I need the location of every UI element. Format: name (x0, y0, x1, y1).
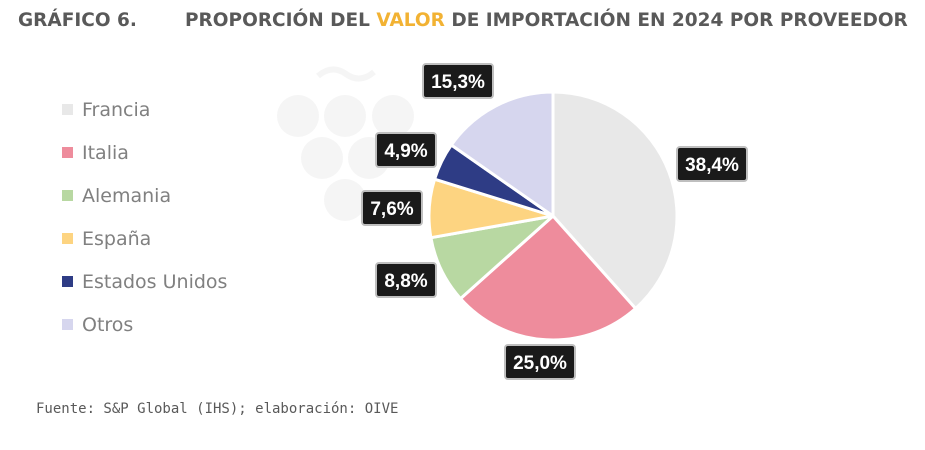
pie-labels: 38,4% 25,0% 8,8% 7,6% 4,9% 15,3% (361, 63, 748, 380)
data-label-text: 8,8% (384, 271, 427, 292)
data-label-box (676, 146, 748, 182)
legend-swatch (62, 233, 73, 244)
legend-label: Francia (82, 98, 151, 121)
data-label-text: 7,6% (370, 199, 413, 220)
data-label-text: 25,0% (513, 353, 567, 374)
legend-item-otros: Otros (62, 303, 227, 346)
pie-slice-francia (551, 90, 679, 310)
data-label-francia: 38,4% (676, 146, 748, 182)
watermark-grape (301, 137, 343, 179)
pie-slice-italia (459, 214, 638, 342)
legend-label: Alemania (82, 184, 172, 207)
watermark-grape (277, 95, 319, 137)
data-label-box (375, 132, 437, 168)
watermark-tilde (316, 66, 376, 82)
legend-label: España (82, 227, 152, 250)
legend-item-alemania: Alemania (62, 174, 227, 217)
chart-legend: Francia Italia Alemania España Estados Unido… (62, 88, 227, 346)
data-label-box (375, 262, 437, 298)
legend-swatch (62, 190, 73, 201)
legend-item-espana: España (62, 217, 227, 260)
watermark-grape (372, 95, 414, 137)
watermark-grape (324, 179, 366, 221)
legend-swatch (62, 147, 73, 158)
legend-swatch (62, 104, 73, 115)
pie-slice-otros (449, 90, 555, 218)
data-label-box (504, 344, 576, 380)
data-label-estados-unidos: 4,9% (375, 132, 437, 168)
watermark-grape (324, 95, 366, 137)
figure-number: GRÁFICO 6. (18, 10, 137, 31)
title-highlight: VALOR (376, 10, 445, 31)
title-part-2: DE IMPORTACIÓN EN 2024 POR PROVEEDOR (444, 10, 908, 31)
data-label-text: 38,4% (685, 155, 739, 176)
legend-item-italia: Italia (62, 131, 227, 174)
data-label-text: 15,3% (431, 72, 485, 93)
legend-item-estados-unidos: Estados Unidos (62, 260, 227, 303)
data-label-box (422, 63, 494, 99)
legend-label: Italia (82, 141, 129, 164)
data-label-otros: 15,3% (422, 63, 494, 99)
data-label-italia: 25,0% (504, 344, 576, 380)
data-label-box (361, 190, 423, 226)
legend-item-francia: Francia (62, 88, 227, 131)
source-note: Fuente: S&P Global (IHS); elaboración: O… (36, 401, 399, 417)
data-label-alemania: 8,8% (375, 262, 437, 298)
data-label-text: 4,9% (384, 141, 427, 162)
legend-label: Estados Unidos (82, 270, 228, 293)
legend-swatch (62, 276, 73, 287)
legend-label: Otros (82, 313, 134, 336)
data-label-espana: 7,6% (361, 190, 423, 226)
title-part-1: PROPORCIÓN DEL (185, 10, 377, 31)
legend-swatch (62, 319, 73, 330)
pie-slices (427, 90, 679, 342)
chart-title: PROPORCIÓN DEL VALOR DE IMPORTACIÓN EN 2… (185, 10, 908, 31)
